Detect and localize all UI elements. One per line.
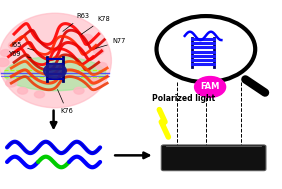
Text: K78: K78: [81, 16, 110, 34]
Circle shape: [17, 87, 28, 94]
Circle shape: [87, 76, 99, 83]
Circle shape: [34, 91, 45, 98]
Circle shape: [94, 48, 104, 54]
Text: I65: I65: [12, 42, 34, 50]
Circle shape: [6, 79, 17, 87]
FancyBboxPatch shape: [161, 145, 266, 171]
Text: N77: N77: [96, 39, 126, 48]
Circle shape: [195, 77, 226, 97]
Text: Y69: Y69: [9, 51, 31, 58]
Ellipse shape: [0, 13, 111, 108]
Ellipse shape: [4, 57, 106, 91]
Circle shape: [1, 50, 11, 56]
Circle shape: [8, 42, 20, 49]
Circle shape: [96, 62, 107, 70]
Circle shape: [157, 16, 255, 82]
Circle shape: [74, 87, 84, 94]
Circle shape: [82, 34, 92, 41]
Text: FAM: FAM: [201, 82, 220, 91]
Circle shape: [44, 63, 66, 78]
Text: K76: K76: [58, 89, 73, 114]
Text: R63: R63: [63, 13, 89, 31]
Text: Polarized light: Polarized light: [152, 94, 215, 103]
Circle shape: [0, 58, 9, 67]
